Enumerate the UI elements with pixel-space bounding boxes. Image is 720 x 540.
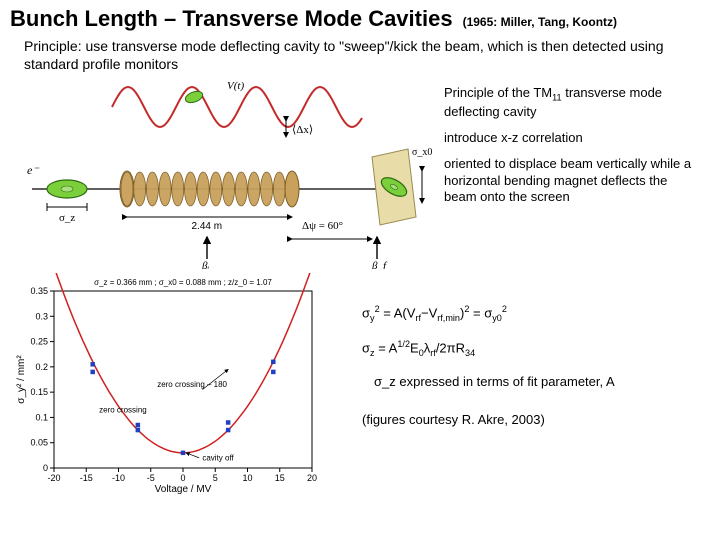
svg-text:0: 0 [180, 473, 185, 483]
eq-sigma-y: σy2 = A(Vrf−Vrf,min)2 = σy02 [362, 303, 708, 324]
svg-text:zero crossing – 180: zero crossing – 180 [157, 380, 227, 389]
svg-text:σ_z = 0.366 mm ; σ_x0 = 0.088: σ_z = 0.366 mm ; σ_x0 = 0.088 mm ; z/z_0… [94, 278, 272, 287]
svg-text:2.44 m: 2.44 m [192, 221, 223, 232]
equations-column: σy2 = A(Vrf−Vrf,min)2 = σy02 σz = A1/2E0… [334, 273, 708, 498]
svg-text:-15: -15 [80, 473, 93, 483]
page-title: Bunch Length – Transverse Mode Cavities [10, 6, 453, 32]
svg-text:0.35: 0.35 [30, 286, 48, 296]
principle-text: Principle: use transverse mode deflectin… [0, 34, 720, 79]
svg-text:0.25: 0.25 [30, 337, 48, 347]
svg-text:-20: -20 [47, 473, 60, 483]
svg-text:0.1: 0.1 [35, 412, 48, 422]
svg-text:σ_y² / mm²: σ_y² / mm² [16, 355, 27, 404]
svg-text:10: 10 [242, 473, 252, 483]
title-citation: (1965: Miller, Tang, Koontz) [463, 15, 617, 29]
svg-text:cavity off: cavity off [202, 453, 234, 462]
svg-text:0.05: 0.05 [30, 438, 48, 448]
svg-text:0: 0 [43, 463, 48, 473]
upper-region: V(t) ⟨Δx⟩ e⁻ σ_z 2.44 m Δψ = 60° βᵢ β_f σ_x0 Pri… [0, 79, 720, 269]
svg-text:σ_z: σ_z [59, 212, 75, 224]
title-row: Bunch Length – Transverse Mode Cavities … [0, 0, 720, 34]
svg-text:Δψ = 60°: Δψ = 60° [302, 220, 343, 232]
schematic-svg: V(t) ⟨Δx⟩ e⁻ σ_z 2.44 m Δψ = 60° βᵢ β_f σ_x0 [12, 79, 432, 269]
figure-credit: (figures courtesy R. Akre, 2003) [362, 411, 708, 429]
fit-note: σ_z expressed in terms of fit parameter,… [374, 373, 708, 391]
svg-text:15: 15 [275, 473, 285, 483]
svg-text:V(t): V(t) [227, 80, 244, 92]
svg-text:0.3: 0.3 [35, 311, 48, 321]
svg-text:β_f: β_f [371, 260, 388, 269]
svg-text:Voltage / MV: Voltage / MV [155, 484, 212, 495]
tm11-sub: 11 [552, 93, 561, 103]
svg-text:5: 5 [213, 473, 218, 483]
svg-text:e⁻: e⁻ [27, 163, 40, 177]
chart-svg: -20 -15 -10 -5 0 5 10 15 20 0 0.05 0.1 0.15 0.2 0.25 0.… [12, 273, 322, 498]
svg-text:-5: -5 [147, 473, 155, 483]
tm11-head-a: Principle of the TM [444, 85, 552, 100]
svg-text:σ_x0: σ_x0 [412, 147, 432, 158]
svg-text:zero crossing: zero crossing [99, 405, 147, 414]
svg-text:0.2: 0.2 [35, 362, 48, 372]
fit-chart: -20 -15 -10 -5 0 5 10 15 20 0 0.05 0.1 0.15 0.2 0.25 0.… [12, 273, 322, 498]
svg-text:0.15: 0.15 [30, 387, 48, 397]
xz-correlation: introduce x-z correlation [444, 130, 702, 146]
eq-sigma-z: σz = A1/2E0λrf/2πR34 [362, 338, 708, 359]
svg-text:⟨Δx⟩: ⟨Δx⟩ [292, 124, 313, 136]
svg-text:-10: -10 [112, 473, 125, 483]
schematic-figure: V(t) ⟨Δx⟩ e⁻ σ_z 2.44 m Δψ = 60° βᵢ β_f σ_x0 [12, 79, 432, 269]
orientation-desc: oriented to displace beam vertically whi… [444, 156, 702, 205]
lower-region: -20 -15 -10 -5 0 5 10 15 20 0 0.05 0.1 0.15 0.2 0.25 0.… [0, 273, 720, 498]
side-text: Principle of the TM11 transverse mode de… [444, 79, 708, 269]
svg-text:βᵢ: βᵢ [201, 260, 209, 269]
svg-text:20: 20 [307, 473, 317, 483]
tm11-heading: Principle of the TM11 transverse mode de… [444, 85, 702, 120]
